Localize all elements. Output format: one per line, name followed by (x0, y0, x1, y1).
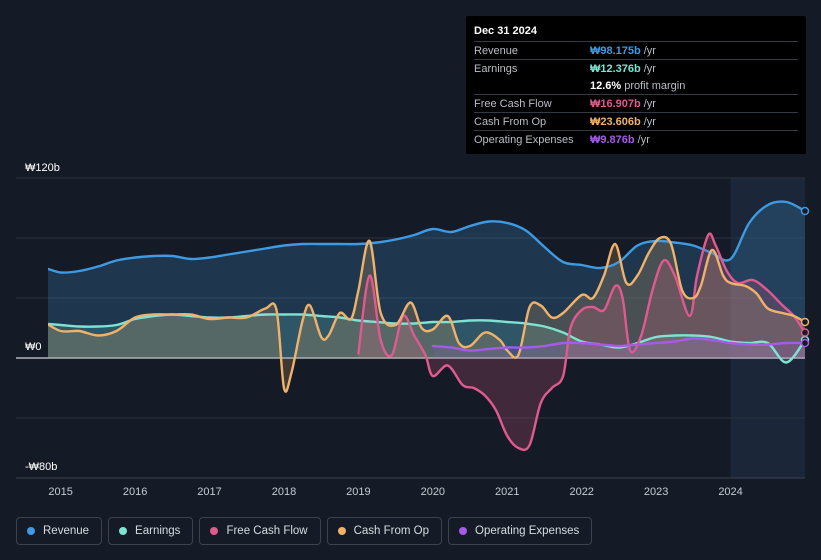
x-tick-label: 2021 (495, 486, 519, 498)
legend-fcf-button[interactable]: Free Cash Flow (199, 517, 321, 545)
tooltip-row-revenue: Revenue ₩98.175b /yr (474, 42, 798, 60)
tooltip-row-opex: Operating Expenses ₩9.876b /yr (474, 131, 798, 148)
tooltip-row-profit-margin: 12.6% profit margin (474, 77, 798, 95)
x-tick-label: 2023 (644, 486, 668, 498)
legend-cfo-button[interactable]: Cash From Op (326, 517, 443, 545)
tooltip-label: Cash From Op (474, 115, 547, 128)
cash-from-op-end-marker (800, 317, 810, 327)
legend-earnings-button[interactable]: Earnings (108, 517, 194, 545)
tooltip-value: ₩98.175b (590, 44, 641, 57)
legend-label: Free Cash Flow (226, 525, 308, 537)
legend-label: Operating Expenses (475, 525, 580, 537)
tooltip-label: Earnings (474, 62, 518, 75)
y-tick-label-bottom: -₩80b (25, 461, 57, 473)
x-tick-label: 2020 (421, 486, 445, 498)
tooltip-label: Revenue (474, 44, 519, 57)
legend-revenue-button[interactable]: Revenue (16, 517, 103, 545)
tooltip-value: ₩9.876b (590, 133, 635, 146)
operating-expenses-line (431, 337, 805, 352)
free-cash-flow-line (357, 232, 805, 452)
tooltip-value: ₩16.907b (590, 97, 641, 110)
x-tick-label: 2022 (569, 486, 593, 498)
legend-dot-icon (119, 527, 128, 535)
tooltip-panel: Dec 31 2024 Revenue ₩98.175b /yr Earning… (466, 16, 806, 154)
y-tick-label-top: ₩120b (25, 162, 60, 174)
tooltip-date: Dec 31 2024 (474, 24, 798, 42)
legend-opex-button[interactable]: Operating Expenses (448, 517, 593, 545)
tooltip-unit: /yr (643, 44, 656, 57)
tooltip-row-cfo: Cash From Op ₩23.606b /yr (474, 113, 798, 131)
operating-expenses-end-marker (800, 338, 810, 348)
x-tick-label: 2016 (123, 486, 147, 498)
tooltip-value: ₩12.376b (590, 62, 641, 75)
tooltip-row-fcf: Free Cash Flow ₩16.907b /yr (474, 95, 798, 113)
earnings-line (48, 313, 805, 364)
revenue-end-marker (800, 206, 810, 216)
legend-dot-icon (337, 527, 346, 535)
x-tick-label: 2015 (48, 486, 72, 498)
tooltip-unit: profit margin (624, 79, 686, 92)
cash-from-op-area (48, 236, 805, 392)
tooltip-value: 12.6% (590, 79, 622, 92)
legend-dot-icon (210, 527, 219, 535)
earnings-area (48, 314, 805, 363)
tooltip-value: ₩23.606b (590, 115, 641, 128)
cash-from-op-line (48, 235, 805, 393)
revenue-line (48, 200, 805, 274)
x-tick-label: 2017 (197, 486, 221, 498)
tooltip-unit: /yr (643, 97, 656, 110)
free-cash-flow-end-marker (800, 328, 810, 337)
x-tick-label: 2018 (272, 486, 296, 498)
legend-dot-icon (459, 527, 468, 535)
legend-dot-icon (27, 527, 35, 535)
tooltip-label: Free Cash Flow (474, 97, 552, 110)
legend: Revenue Earnings Free Cash Flow Cash Fro… (16, 517, 593, 545)
x-tick-label: 2019 (346, 486, 370, 498)
legend-label: Earnings (135, 525, 181, 537)
tooltip-unit: /yr (637, 133, 650, 146)
x-tick-label: 2024 (718, 486, 742, 498)
tooltip-unit: /yr (643, 115, 656, 128)
tooltip-label: Operating Expenses (474, 133, 574, 146)
legend-label: Cash From Op (353, 525, 430, 537)
y-tick-label-zero: ₩0 (25, 341, 42, 353)
tooltip-unit: /yr (643, 62, 656, 75)
forecast-region (730, 178, 805, 478)
tooltip-row-earnings: Earnings ₩12.376b /yr (474, 60, 798, 77)
legend-label: Revenue (43, 525, 90, 537)
